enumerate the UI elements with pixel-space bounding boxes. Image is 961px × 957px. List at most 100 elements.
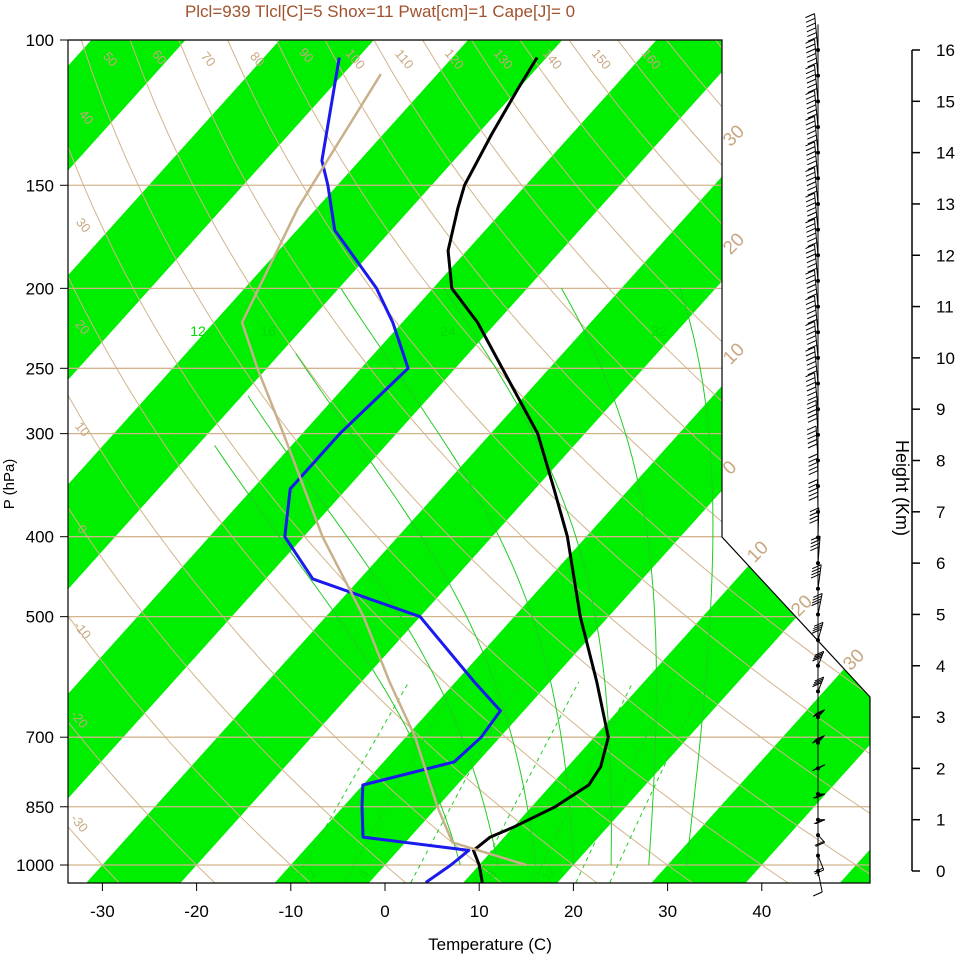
dry-adiabat (227, 40, 870, 883)
barb-shaft (814, 218, 819, 256)
wind-barb (805, 90, 820, 129)
barb-flag (814, 650, 824, 656)
barb-flag (807, 242, 817, 247)
barb-flag (806, 330, 816, 336)
wind-barb (813, 792, 826, 799)
barb-flag (807, 165, 817, 171)
barb-flag (805, 13, 815, 19)
barb-flag (811, 564, 822, 570)
isotherm-label: 10 (743, 537, 773, 567)
barb-flag (805, 377, 816, 382)
barb-flag (810, 539, 821, 545)
wind-barb (813, 853, 825, 875)
mixing-ratio-label: 12 (190, 323, 206, 339)
barb-flag (812, 592, 823, 598)
moist-adiabat (679, 288, 714, 866)
barb-flag (813, 867, 824, 873)
barb-flag (815, 709, 825, 715)
barb-flag (808, 487, 818, 493)
barb-flag (805, 64, 815, 70)
barb-shaft (814, 13, 819, 51)
temperature-band (68, 40, 597, 883)
barb-flag (807, 83, 817, 89)
barb-shaft (814, 347, 819, 384)
height-axis-label: Height (Km) (892, 440, 912, 536)
barb-flag (805, 171, 816, 177)
moist-adiabat (560, 288, 657, 866)
dry-adiabat-label: 10 (72, 419, 93, 440)
barb-flag (807, 370, 817, 376)
barb-flag (806, 176, 816, 182)
barb-flag (805, 38, 815, 44)
barb-flag (815, 841, 825, 847)
barb-flag (806, 99, 816, 105)
mixing-ratio-line (410, 681, 519, 883)
wind-barb (805, 167, 820, 206)
barb-shaft (815, 426, 819, 461)
barb-flag (805, 295, 815, 301)
barb-flag (805, 372, 815, 378)
barb-flag (805, 274, 816, 280)
barb-flag (807, 443, 818, 449)
dry-adiabat (422, 40, 870, 883)
barb-shaft (814, 321, 819, 358)
barb-flag (807, 365, 817, 371)
temperature-band (0, 2, 31, 899)
barb-flag (805, 43, 816, 49)
dry-adiabat-label: 70 (198, 49, 219, 70)
height-tick-label: 3 (936, 708, 945, 727)
barb-flag (807, 62, 817, 68)
temperature-band (68, 40, 785, 883)
dry-adiabat (324, 40, 870, 883)
barb-flag (807, 88, 817, 94)
dry-adiabat-label: 110 (392, 46, 417, 72)
barb-flag (806, 202, 816, 208)
mixing-ratio-line (293, 681, 410, 883)
barb-flag (805, 244, 815, 249)
wind-barb (808, 479, 820, 514)
barb-shaft (814, 90, 819, 128)
barb-flag (814, 676, 824, 682)
moist-adiabat (340, 288, 574, 866)
barb-flag (806, 335, 817, 341)
wind-barbs (805, 13, 826, 897)
barb-shaft (814, 372, 819, 410)
dry-adiabat (68, 40, 311, 883)
height-tick-label: 2 (936, 759, 945, 778)
barb-flag (807, 391, 817, 397)
height-tick-label: 4 (936, 657, 945, 676)
mixing-ratio-line (344, 681, 457, 883)
barb-flag (805, 192, 815, 198)
barb-flag (805, 120, 816, 126)
barb-flag (807, 109, 817, 114)
barb-flag (806, 360, 817, 366)
barb-shaft (817, 622, 824, 641)
isotherm-label: 20 (719, 229, 749, 259)
barb-flag (806, 279, 816, 285)
wind-barb (805, 192, 820, 232)
y-tick-label: 200 (26, 279, 54, 298)
barb-flag (806, 386, 817, 392)
wind-barb (812, 676, 825, 694)
pressure-axis: 100 150 200 250 300 400 500 700 850 1000 (16, 31, 69, 883)
wind-barb (805, 13, 820, 52)
barb-flag (805, 197, 816, 203)
barb-flag (806, 227, 816, 233)
barb-flag (807, 36, 817, 42)
mixing-ratio-label: 16 (260, 323, 276, 339)
moist-adiabat (443, 288, 612, 865)
height-tick-label: 1 (936, 811, 945, 830)
height-tick-label: 10 (936, 349, 955, 368)
x-axis-label: Temperature (C) (428, 935, 552, 954)
wind-barb (805, 269, 820, 309)
barb-shaft (814, 141, 819, 179)
barb-shaft (814, 193, 819, 230)
x-tick-label: -20 (184, 902, 209, 921)
barb-shaft (814, 64, 819, 102)
height-tick-label: 13 (936, 195, 955, 214)
barb-flag (805, 146, 816, 152)
barb-shaft (814, 39, 819, 76)
barb-flag (812, 737, 823, 743)
height-tick-label: 11 (936, 298, 954, 317)
barb-flag (805, 269, 815, 275)
